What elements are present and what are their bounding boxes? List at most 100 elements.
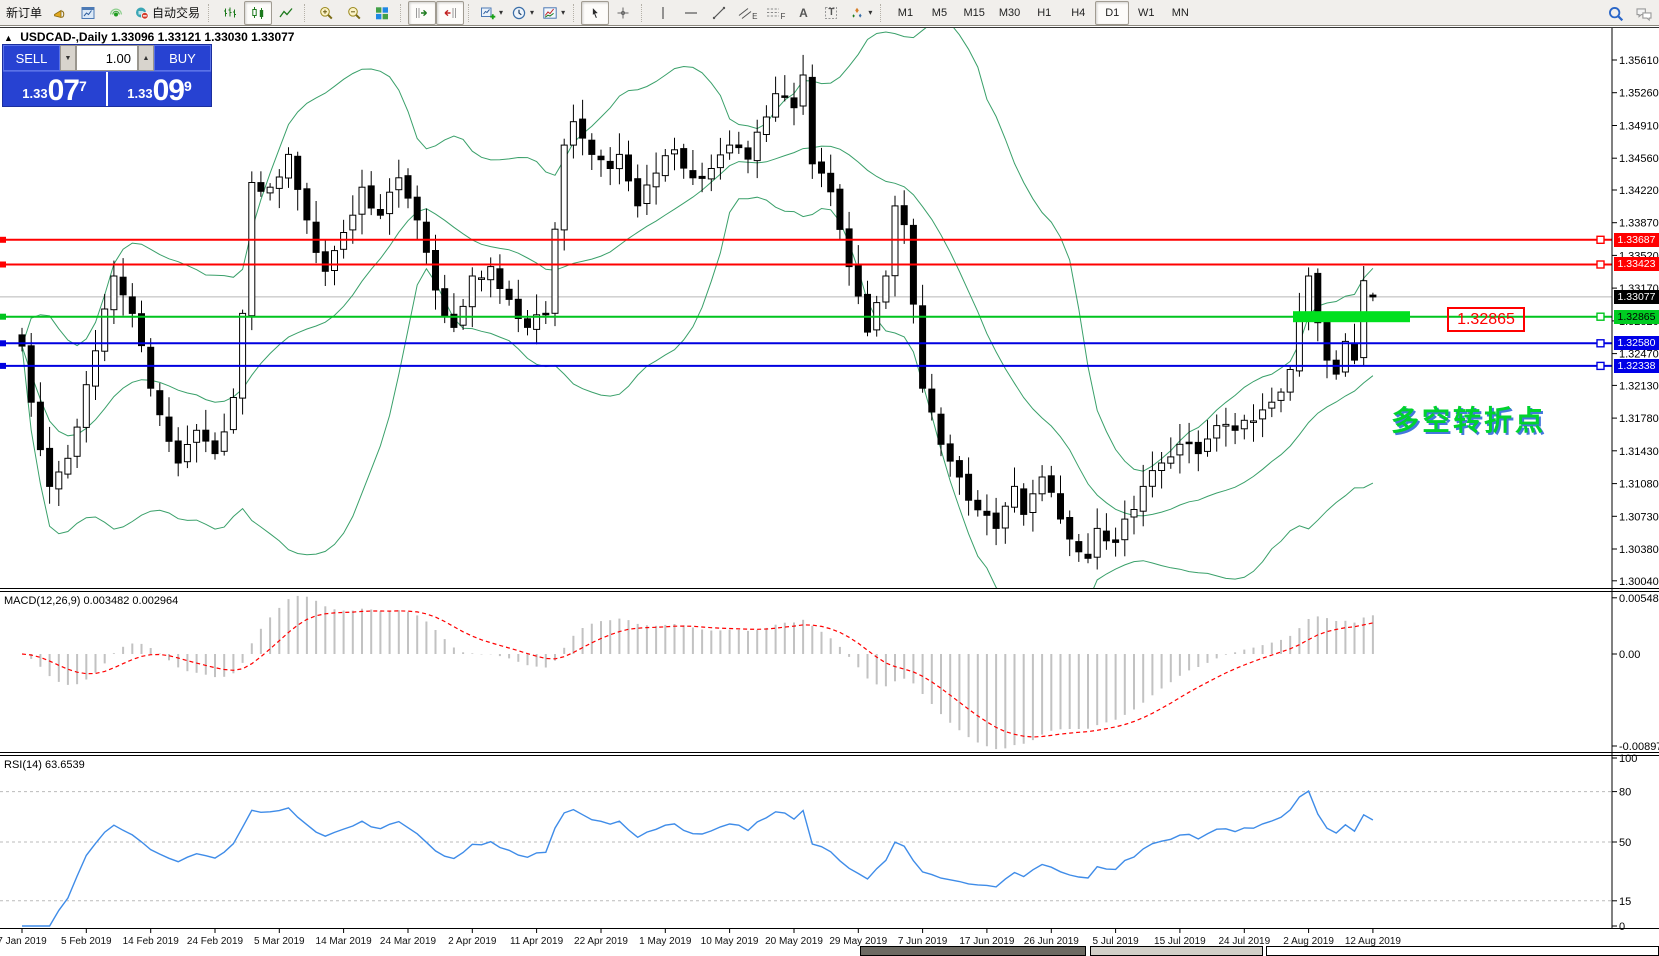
cursor-button[interactable]	[581, 0, 610, 25]
alerts-horn-button[interactable]	[46, 1, 74, 25]
support-zone-bar[interactable]	[1293, 311, 1410, 323]
templates-button[interactable]: ▾	[538, 1, 569, 25]
svg-text:0.005484: 0.005484	[1619, 593, 1659, 605]
signals-button[interactable]	[102, 1, 130, 25]
date-axis[interactable]: 7 Jan 2019 5 Feb 2019 14 Feb 2019 24 Feb 20…	[0, 928, 1659, 947]
macd-indicator-label: MACD(12,26,9) 0.003482 0.002964	[4, 595, 179, 607]
zoom-out-button[interactable]	[340, 1, 368, 25]
trendline-button[interactable]	[705, 1, 733, 25]
auto-scroll-button[interactable]	[408, 0, 437, 25]
svg-text:1.30380: 1.30380	[1619, 544, 1659, 556]
text-tool-button[interactable]: A	[789, 1, 817, 25]
crosshair-icon	[615, 5, 631, 21]
svg-text:1.34220: 1.34220	[1619, 185, 1659, 197]
arrows-icon	[849, 5, 865, 21]
volume-increase-button[interactable]: ▲	[138, 45, 154, 71]
metaeditor-button[interactable]	[74, 1, 102, 25]
cursor-icon	[587, 5, 603, 21]
zoom-in-button[interactable]	[312, 1, 340, 25]
indicators-button[interactable]: ▾	[476, 1, 507, 25]
bars-icon	[222, 5, 238, 21]
new-order-button[interactable]: 新订单	[2, 1, 46, 25]
chart-title: ▲ USDCAD-,Daily 1.33096 1.33121 1.33030 …	[4, 30, 294, 44]
search-button[interactable]	[1601, 1, 1629, 25]
crosshair-button[interactable]	[609, 1, 637, 25]
text-label-button[interactable]: T	[817, 1, 845, 25]
timeframe-m15[interactable]: M15	[956, 1, 991, 25]
svg-text:1.35260: 1.35260	[1619, 88, 1659, 100]
labelT-icon: T	[823, 5, 839, 21]
toolbar-separator	[573, 3, 577, 22]
tile-windows-button[interactable]	[368, 1, 396, 25]
vertical-line-button[interactable]	[649, 1, 677, 25]
window-fragment	[1090, 946, 1263, 956]
svg-text:1.32130: 1.32130	[1619, 380, 1659, 392]
level-callout-box[interactable]: 1.32865	[1447, 307, 1525, 332]
svg-text:24 Mar 2019: 24 Mar 2019	[380, 936, 437, 947]
zoomin-icon	[318, 5, 334, 21]
svg-text:1.30040: 1.30040	[1619, 576, 1659, 588]
svg-text:1.34910: 1.34910	[1619, 121, 1659, 133]
hline-icon	[683, 5, 699, 21]
fibo-icon	[765, 5, 781, 21]
chat-button[interactable]	[1629, 1, 1657, 25]
quote-panel-toggle-icon[interactable]: ▲	[4, 33, 13, 43]
svg-text:15 Jul 2019: 15 Jul 2019	[1154, 936, 1206, 947]
turning-point-annotation[interactable]: 多空转折点	[1391, 405, 1547, 436]
timeframe-h4[interactable]: H4	[1061, 1, 1095, 25]
axis-level-label: 1.33423	[1614, 257, 1659, 271]
trendline-icon	[711, 5, 727, 21]
editor-icon	[80, 5, 96, 21]
toolbar-separator	[880, 3, 884, 22]
chart-ohlc-values: 1.33096 1.33121 1.33030 1.33077	[110, 30, 295, 44]
svg-text:10 May 2019: 10 May 2019	[701, 936, 759, 947]
timeframe-m30[interactable]: M30	[992, 1, 1027, 25]
buy-price-button[interactable]: 1.33 09 9	[106, 72, 211, 106]
timeframe-w1[interactable]: W1	[1129, 1, 1163, 25]
periods-button[interactable]: ▾	[507, 1, 538, 25]
svg-text:17 Jun 2019: 17 Jun 2019	[959, 936, 1014, 947]
buy-price-pip: 9	[183, 78, 192, 94]
channel-icon	[737, 5, 753, 21]
svg-text:29 May 2019: 29 May 2019	[829, 936, 887, 947]
chart-symbol-period: USDCAD-,Daily	[20, 30, 108, 44]
svg-text:100: 100	[1619, 753, 1637, 765]
line-chart-button[interactable]	[272, 1, 300, 25]
fibonacci-button-sub: F	[780, 11, 786, 21]
timeframe-m1[interactable]: M1	[888, 1, 922, 25]
buy-button[interactable]: BUY	[154, 45, 211, 71]
candlestick-chart-button[interactable]	[244, 0, 273, 25]
timeframe-h1-label: H1	[1037, 6, 1052, 19]
panel-separator-rsi[interactable]	[0, 752, 1659, 756]
panel-separator-macd[interactable]	[0, 588, 1659, 592]
sell-price-big: 07	[47, 74, 80, 107]
timeframe-d1[interactable]: D1	[1095, 0, 1130, 25]
timeframe-m5[interactable]: M5	[922, 1, 956, 25]
axis-level-label: 1.33687	[1614, 233, 1659, 247]
toolbar-separator	[468, 3, 472, 22]
axis-level-label: 1.32580	[1614, 336, 1659, 350]
svg-text:1.30730: 1.30730	[1619, 511, 1659, 523]
svg-text:-0.008973: -0.008973	[1619, 741, 1659, 753]
svg-text:0.00: 0.00	[1619, 649, 1640, 661]
svg-text:2 Apr 2019: 2 Apr 2019	[448, 936, 497, 947]
timeframe-mn[interactable]: MN	[1163, 1, 1197, 25]
autotrading-button[interactable]: 自动交易	[130, 1, 204, 25]
arrows-button[interactable]: ▾	[845, 1, 876, 25]
bar-chart-button[interactable]	[216, 1, 244, 25]
svg-text:5 Mar 2019: 5 Mar 2019	[254, 936, 305, 947]
svg-text:1.33870: 1.33870	[1619, 218, 1659, 230]
volume-input[interactable]	[76, 45, 138, 71]
sell-price-button[interactable]: 1.33 07 7	[3, 72, 106, 106]
volume-decrease-button[interactable]: ▼	[60, 45, 76, 71]
chart-shift-button[interactable]	[436, 0, 465, 25]
macd-signal-line	[21, 610, 1374, 738]
equidistant-channel-button[interactable]: E	[733, 1, 761, 25]
axis-bid-label: 1.33077	[1614, 290, 1659, 304]
horizontal-line-button[interactable]	[677, 1, 705, 25]
fibonacci-button[interactable]: F	[761, 1, 789, 25]
price-axis[interactable]: 1.35610 1.35260 1.34910 1.34560 1.34220 1.338…	[1611, 28, 1659, 933]
timeframe-h1[interactable]: H1	[1027, 1, 1061, 25]
sell-button[interactable]: SELL	[3, 45, 60, 71]
